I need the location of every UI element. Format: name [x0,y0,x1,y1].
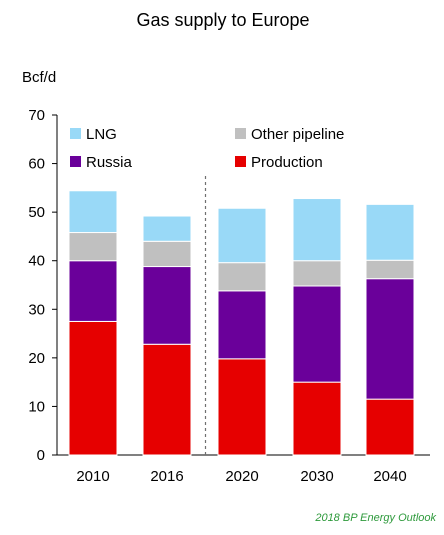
bar-segment-lng-2016 [142,215,192,242]
y-tick-label: 0 [37,447,45,464]
bar-segment-other-pipeline-2030 [292,260,342,287]
x-tick-label: 2010 [76,468,109,485]
bar-segment-russia-2010 [68,260,118,322]
legend-label: Other pipeline [251,126,344,143]
bar-segment-lng-2010 [68,190,118,234]
bar-segment-production-2010 [68,320,118,456]
legend-swatch [70,128,81,139]
x-tick-label: 2016 [150,468,183,485]
y-tick-label: 60 [28,156,45,173]
bar-segment-lng-2020 [217,207,267,264]
legend-label: Production [251,154,323,171]
y-tick-label: 70 [28,107,45,124]
bar-segment-russia-2030 [292,285,342,383]
legend-swatch [70,156,81,167]
bar-segment-russia-2020 [217,290,267,360]
y-tick-label: 10 [28,398,45,415]
legend-label: LNG [86,126,117,143]
y-axis-label: Bcf/d [22,69,56,86]
bar-segment-production-2040 [365,398,415,456]
bar-segment-production-2020 [217,358,267,456]
chart-title: Gas supply to Europe [136,10,309,30]
bar-segment-other-pipeline-2020 [217,262,267,292]
source-note: 2018 BP Energy Outlook [314,512,436,524]
y-tick-label: 40 [28,253,45,270]
bar-segment-lng-2030 [292,198,342,262]
bar-segment-other-pipeline-2040 [365,259,415,280]
y-tick-label: 50 [28,204,45,221]
x-tick-label: 2030 [300,468,333,485]
bar-segment-russia-2016 [142,266,192,345]
x-tick-label: 2020 [225,468,258,485]
bar-segment-production-2030 [292,381,342,456]
y-tick-label: 20 [28,350,45,367]
bar-segment-other-pipeline-2010 [68,232,118,262]
bar-segment-russia-2040 [365,278,415,400]
legend-label: Russia [86,154,133,171]
bar-segment-production-2016 [142,343,192,456]
y-tick-label: 30 [28,301,45,318]
x-tick-label: 2040 [373,468,406,485]
bar-segment-other-pipeline-2016 [142,240,192,268]
legend-swatch [235,156,246,167]
bar-segment-lng-2040 [365,203,415,261]
legend-swatch [235,128,246,139]
